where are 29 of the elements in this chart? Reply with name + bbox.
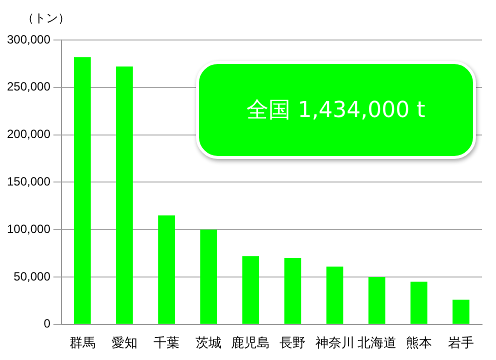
y-tick-label: 200,000 [6,127,51,142]
bar [410,282,428,324]
x-tick-label: 神奈川 [315,334,354,350]
bar [326,266,344,324]
x-tick-label: 北海道 [357,334,396,350]
bar [242,256,260,324]
bar [158,215,175,324]
y-tick-label: 0 [44,316,51,331]
x-tick-label: 群馬 [69,334,96,350]
y-axis-title: （トン） [22,10,70,27]
bar [74,57,91,324]
callout-box: 全国 1,434,000 t [196,61,476,159]
bar [452,300,470,324]
x-tick-label: 千葉 [154,334,180,350]
y-tick-label: 300,000 [6,32,51,46]
bar [284,258,302,324]
x-tick-label: 鹿児島 [231,334,270,350]
x-tick-label: 茨城 [196,334,222,350]
x-tick-label: 熊本 [406,334,432,350]
bar [116,66,133,324]
x-tick-label: 岩手 [448,334,474,350]
y-tick-label: 50,000 [14,269,51,284]
y-tick-label: 150,000 [6,174,51,189]
bar [200,230,218,324]
x-tick-label: 愛知 [111,334,138,350]
bar [368,277,386,324]
y-tick-label: 100,000 [6,222,51,236]
y-tick-label: 250,000 [6,80,51,94]
x-tick-label: 長野 [280,334,306,350]
